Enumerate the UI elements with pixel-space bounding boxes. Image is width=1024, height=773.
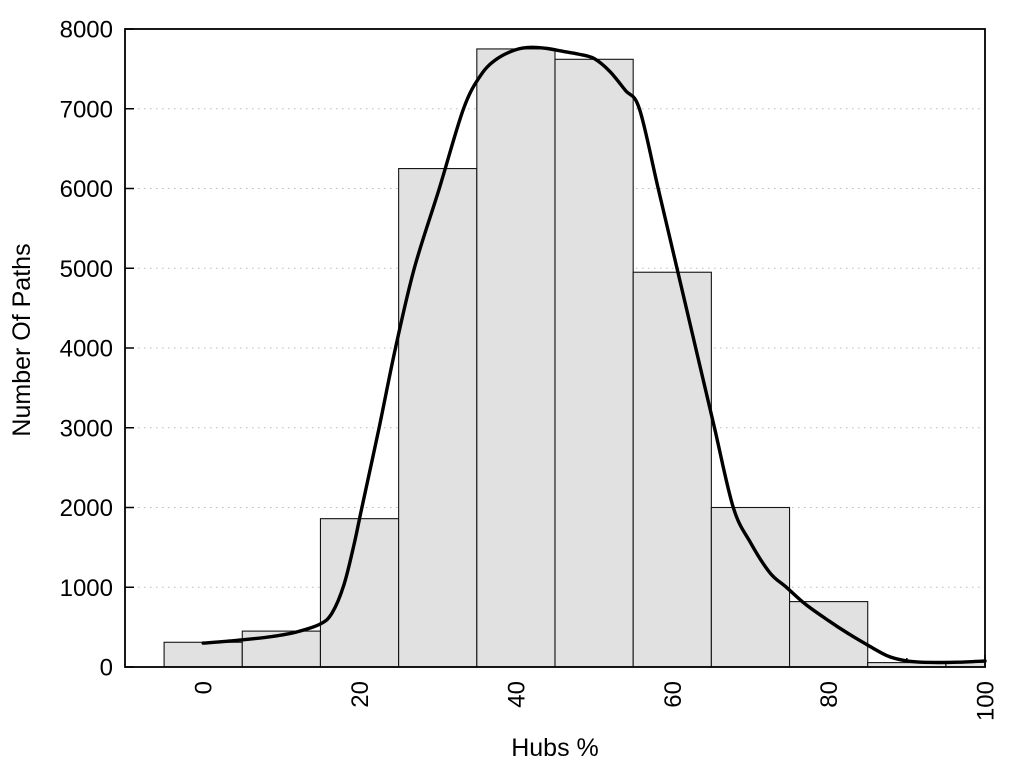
y-tick-label-0: 0	[100, 655, 113, 682]
x-axis-title: Hubs %	[511, 734, 599, 762]
histogram-bars-layer	[163, 48, 986, 668]
x-tick-label-80: 80	[816, 681, 843, 708]
y-tick-label-6000: 6000	[60, 176, 113, 203]
x-tick-labels-layer: 0 20 40 60 80 100	[191, 681, 1000, 721]
y-tick-label-7000: 7000	[60, 96, 113, 123]
y-tick-label-2000: 2000	[60, 495, 113, 522]
x-tick-label-0: 0	[191, 681, 218, 694]
y-axis-title: Number Of Paths	[8, 243, 36, 436]
bar-bin-60	[632, 271, 712, 668]
y-tick-label-1000: 1000	[60, 575, 113, 602]
bar-bin-20	[319, 518, 400, 668]
bar-bin-80	[788, 601, 869, 668]
y-tick-label-5000: 5000	[60, 256, 113, 283]
bar-bin-70	[710, 506, 791, 668]
x-tick-label-60: 60	[660, 681, 687, 708]
x-tick-label-40: 40	[503, 681, 530, 708]
y-tick-labels-layer: 0 1000 2000 3000 4000 5000 6000 7000 8000	[60, 17, 113, 682]
y-tick-label-4000: 4000	[60, 336, 113, 363]
density-curve	[201, 45, 987, 665]
bar-bin-10	[241, 630, 322, 668]
plot-frame	[124, 28, 986, 668]
bar-bin-50	[554, 58, 634, 668]
gridlines-layer	[126, 108, 984, 588]
bar-bin-30	[398, 168, 478, 668]
y-axis-ticks-layer	[125, 28, 134, 668]
x-tick-label-20: 20	[347, 681, 374, 708]
y-tick-label-8000: 8000	[60, 17, 113, 44]
bar-bin-0	[163, 641, 243, 668]
x-tick-label-100: 100	[973, 681, 1000, 721]
y-tick-label-3000: 3000	[60, 415, 113, 442]
bar-bin-40	[476, 48, 556, 668]
